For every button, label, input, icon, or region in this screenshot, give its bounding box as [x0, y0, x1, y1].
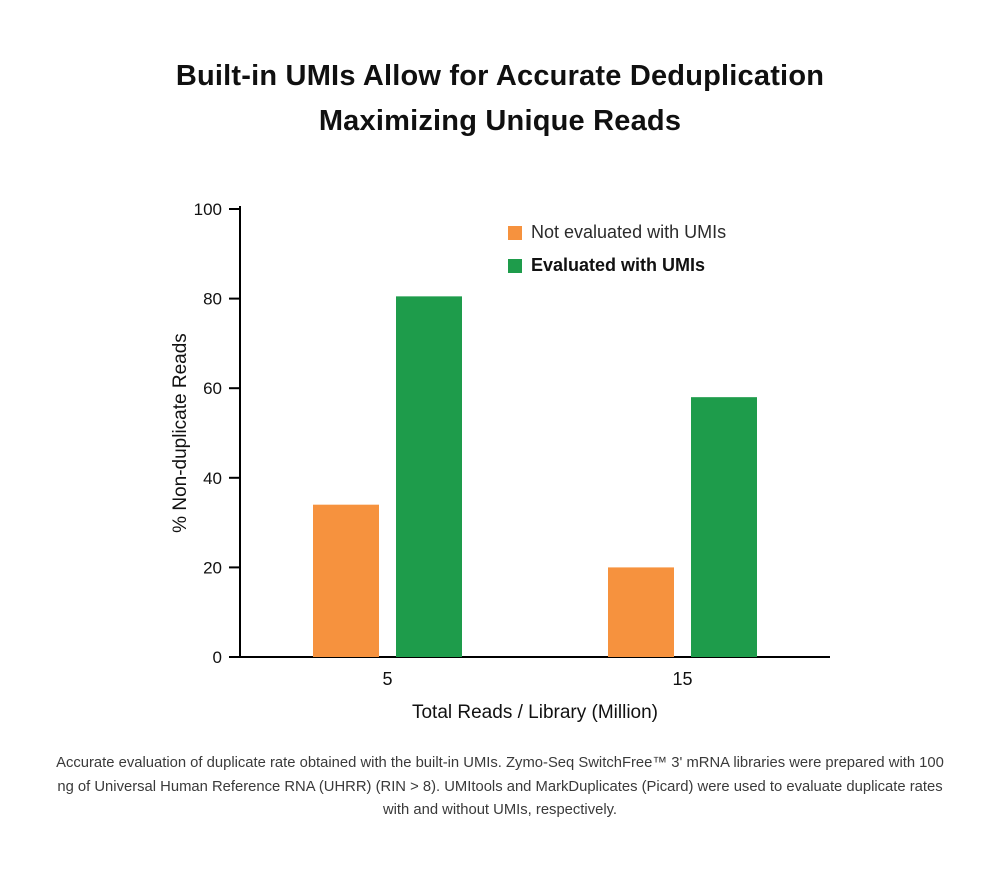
y-tick-label: 80: [203, 290, 222, 309]
y-tick-label: 40: [203, 469, 222, 488]
y-axis-label: % Non-duplicate Reads: [170, 333, 191, 533]
y-tick-label: 100: [194, 200, 222, 219]
bar-not-evaluated-with-umis-15m: [608, 567, 674, 657]
bar-evaluated-with-umis-15m: [691, 397, 757, 657]
legend-swatch-green-icon: [508, 258, 522, 273]
legend-label-not-evaluated: Not evaluated with UMIs: [531, 222, 727, 242]
chart-title-line2: Maximizing Unique Reads: [318, 104, 682, 137]
chart-legend: Not evaluated with UMIs Evaluated with U…: [508, 222, 726, 276]
x-tick-label: 15: [672, 669, 692, 689]
legend-item-evaluated: Evaluated with UMIs: [508, 255, 726, 276]
x-axis-label: Total Reads / Library (Million): [412, 702, 658, 723]
y-tick-label: 20: [203, 558, 222, 577]
chart-caption: Accurate evaluation of duplicate rate ob…: [56, 755, 944, 819]
y-tick-label: 60: [203, 379, 222, 398]
y-tick-label: 0: [213, 648, 222, 667]
bar-evaluated-with-umis-5m: [396, 296, 462, 657]
chart-title: Built-in UMIs Allow for Accurate Dedupli…: [0, 54, 1000, 144]
bar-chart: 0 20 40 60 80 100 5 15 Total Reads / Library (Mi…: [0, 170, 1000, 735]
bar-chart-canvas: 0 20 40 60 80 100 5 15 Total Reads / Library (Mi…: [170, 200, 830, 723]
bar-not-evaluated-with-umis-5m: [313, 504, 379, 657]
legend-item-not-evaluated: Not evaluated with UMIs: [508, 222, 726, 243]
chart-title-line1: Built-in UMIs Allow for Accurate Dedupli…: [175, 60, 825, 92]
legend-label-evaluated: Evaluated with UMIs: [531, 255, 706, 275]
x-tick-label: 5: [382, 669, 392, 689]
legend-swatch-orange-icon: [508, 225, 522, 240]
